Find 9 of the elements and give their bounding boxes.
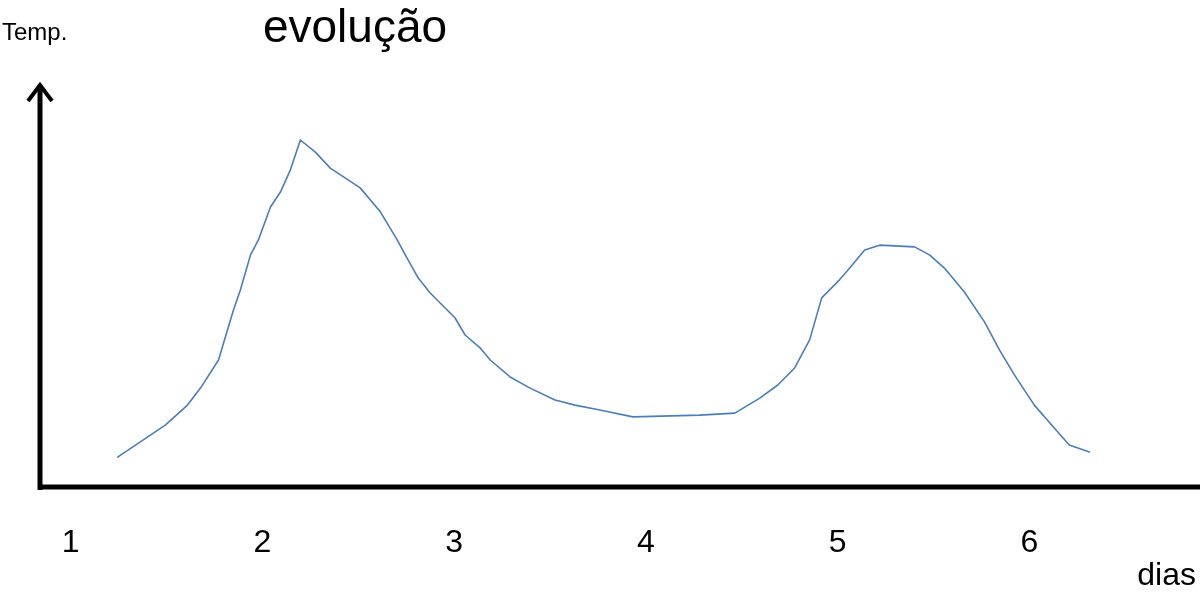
x-tick-label: 3 — [445, 523, 464, 559]
x-tick-label: 2 — [253, 523, 272, 559]
x-tick-label: 5 — [828, 523, 847, 559]
x-tick-label: 6 — [1020, 523, 1039, 559]
x-tick-label: 1 — [61, 523, 80, 559]
x-tick-label: 4 — [636, 523, 655, 559]
x-axis-title: dias — [1137, 556, 1196, 592]
chart-title: evolução — [262, 0, 448, 52]
y-axis-title: Temp. — [2, 18, 68, 45]
